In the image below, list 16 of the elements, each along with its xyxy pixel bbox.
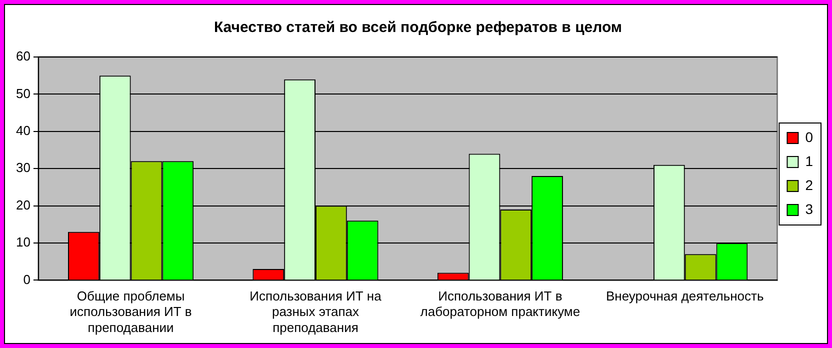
chart-title: Качество статей во всей подборке рефератов в целом (214, 19, 622, 36)
legend-label: 1 (805, 152, 814, 169)
y-tick-label: 50 (16, 86, 30, 101)
legend-label: 2 (805, 176, 814, 193)
y-tick-label: 30 (16, 160, 30, 176)
y-tick-label: 20 (16, 197, 30, 212)
legend-label: 3 (805, 200, 814, 217)
legend-label: 0 (805, 128, 814, 145)
y-tick-label: 10 (16, 234, 30, 250)
x-tick-label: Общие проблемы использования ИТ в преподавании (70, 288, 192, 335)
y-tick-label: 40 (16, 122, 30, 138)
y-tick-label: 0 (23, 272, 30, 287)
x-tick-label: Использования ИТ на разных этапах преподавания (250, 288, 382, 335)
x-tick-label: Использования ИТ в лабораторном практикуме (420, 288, 580, 320)
x-tick-label: Внеурочная деятельность (606, 288, 764, 304)
y-tick-label: 60 (16, 48, 30, 64)
